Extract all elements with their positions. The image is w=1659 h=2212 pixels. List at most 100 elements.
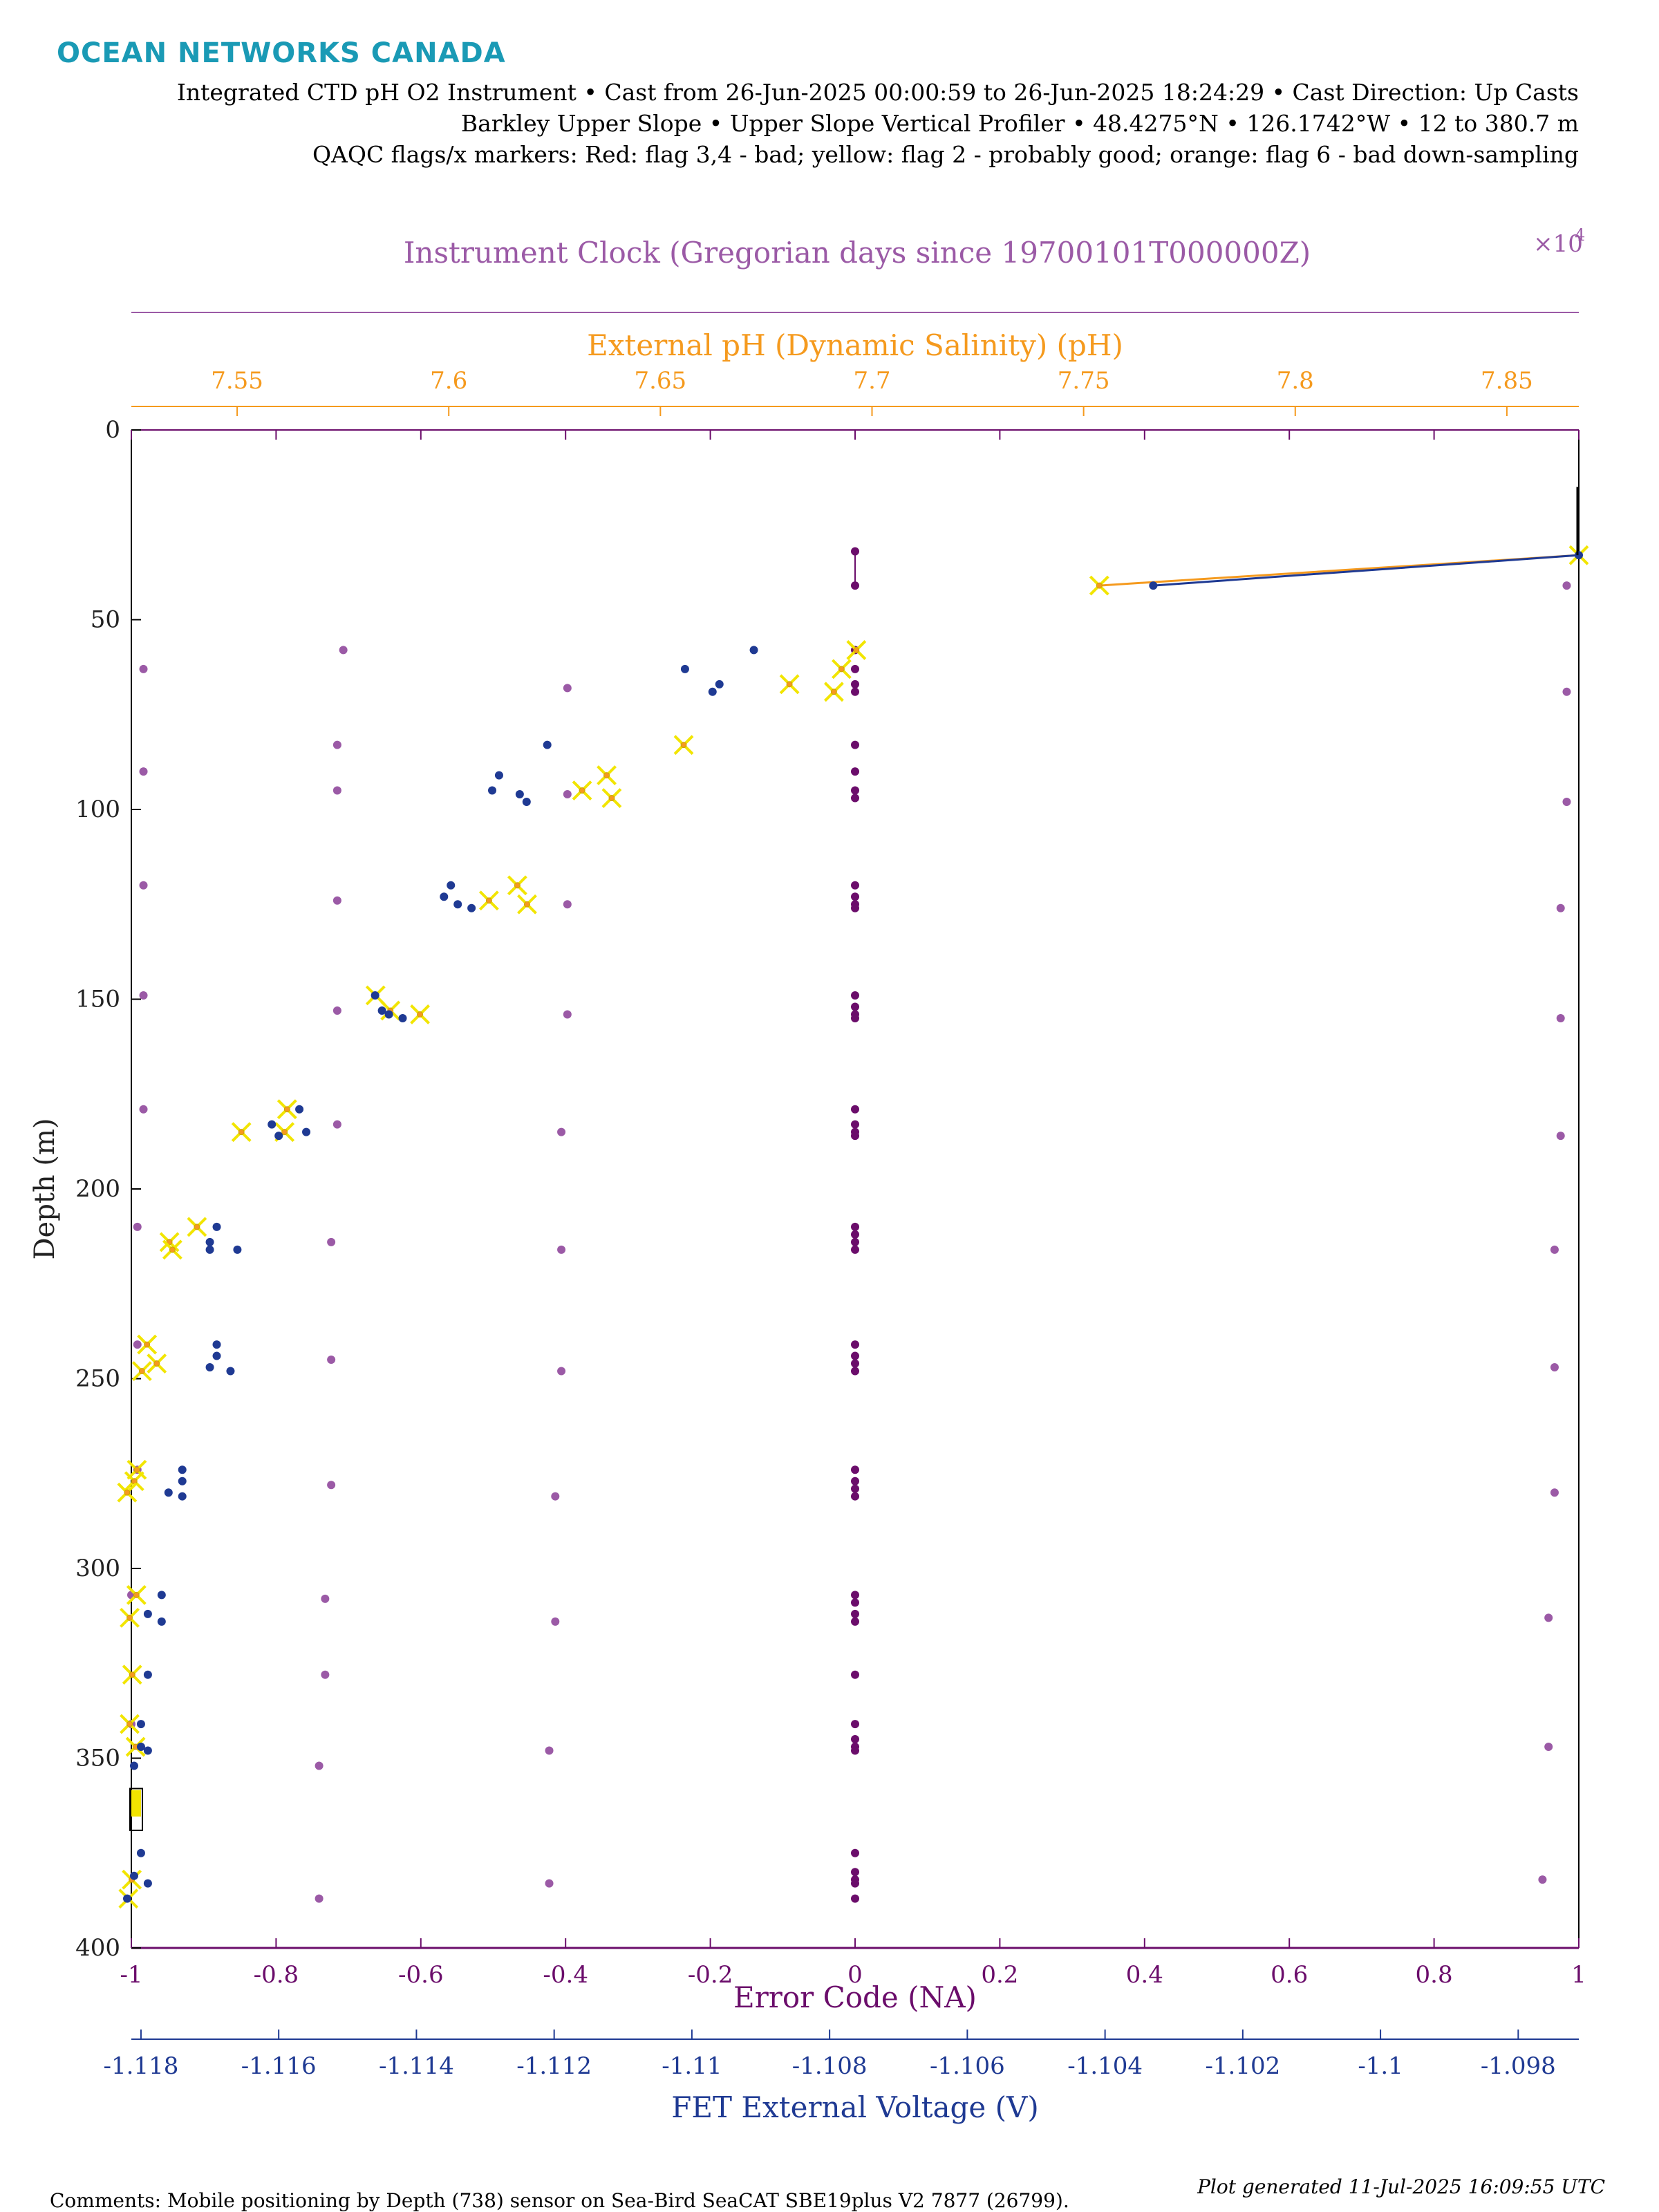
error-code-point	[851, 1477, 859, 1485]
clock-point	[332, 1120, 341, 1129]
clock-multiplier-exponent: 4	[1575, 225, 1585, 245]
ph-point	[603, 772, 610, 779]
fet-tick-label: -1.098	[1481, 2052, 1556, 2080]
error-code-point	[851, 892, 859, 901]
ph-tick-label: 7.55	[211, 367, 263, 395]
clock-point	[332, 740, 341, 749]
ph-flag2-marker	[276, 1099, 297, 1120]
ph-point	[579, 787, 585, 794]
ph-tick-label: 7.65	[634, 367, 686, 395]
ph-point	[838, 666, 845, 673]
ph-point	[133, 1591, 140, 1598]
ph-point	[126, 1614, 133, 1621]
clock-point	[1550, 1245, 1559, 1254]
ph-flag2-marker	[131, 1361, 152, 1381]
error-code-point	[851, 1105, 859, 1114]
error-code-point	[851, 1359, 859, 1368]
ph-flag2-marker	[601, 788, 622, 808]
error-code-point	[851, 1230, 859, 1239]
error-code-point	[851, 1465, 859, 1474]
clock-point	[1562, 581, 1571, 590]
error-tick-label: 0.8	[1416, 1961, 1453, 1989]
error-code-point	[851, 1720, 859, 1729]
ph-flag2-marker	[410, 1004, 430, 1024]
axes-layer: 0 50 100 150 200 250 300 350 400 Depth (m) -1 -0.8 -…	[29, 225, 1586, 2124]
clock-point	[139, 991, 148, 1000]
fet-point	[226, 1367, 235, 1376]
error-code-point	[851, 1492, 859, 1501]
fet-tick-label: -1.11	[662, 2052, 722, 2080]
clock-point	[1556, 1013, 1565, 1022]
error-code-point	[851, 687, 859, 696]
clock-point	[563, 1010, 572, 1019]
error-code-point	[851, 1120, 859, 1129]
fet-tick-label: -1.1	[1358, 2052, 1403, 2080]
footer-comments: Comments: Mobile positioning by Depth (7…	[50, 2189, 1069, 2212]
error-code-point	[851, 1735, 859, 1744]
error-tick-label: -1	[120, 1961, 142, 1989]
depth-tick-label: 350	[75, 1745, 120, 1772]
ph-point	[131, 1478, 138, 1485]
ph-point	[153, 1360, 160, 1367]
fet-point	[1575, 551, 1583, 560]
ph-axis-label: External pH (Dynamic Salinity) (pH)	[587, 328, 1123, 362]
fet-point	[377, 1006, 386, 1015]
ph-flag2-marker	[1089, 575, 1109, 596]
clock-point	[1544, 1743, 1553, 1752]
error-code-point	[851, 1222, 859, 1231]
fet-point	[398, 1013, 407, 1022]
clock-point	[551, 1492, 560, 1501]
fet-point	[494, 771, 503, 780]
ph-flag2-marker	[517, 894, 537, 915]
fet-line-segment	[1153, 554, 1580, 587]
depth-axis-label: Depth (m)	[29, 1118, 61, 1259]
fet-point	[136, 1743, 145, 1752]
depth-tick-label: 300	[75, 1555, 120, 1582]
clock-point	[321, 1594, 330, 1603]
fet-point	[157, 1591, 166, 1600]
clock-point	[315, 1894, 324, 1903]
error-code-point	[851, 1237, 859, 1246]
fet-tick-label: -1.114	[379, 2052, 454, 2080]
clock-point	[327, 1237, 336, 1246]
fet-point	[440, 892, 449, 901]
ph-point	[680, 742, 687, 749]
ph-point	[138, 1368, 145, 1375]
error-code-point	[851, 1002, 859, 1011]
clock-point	[557, 1127, 566, 1136]
footer-generated: Plot generated 11-Jul-2025 16:09:55 UTC	[1197, 2175, 1605, 2198]
ph-point	[124, 1489, 131, 1496]
fet-axis-label: FET External Voltage (V)	[671, 2090, 1039, 2124]
clock-point	[133, 1222, 142, 1231]
fet-point	[178, 1465, 187, 1474]
clock-multiplier: ×10	[1533, 230, 1583, 258]
clock-point	[321, 1670, 330, 1679]
error-tick-label: -0.8	[254, 1961, 299, 1989]
header-line-1: Integrated CTD pH O2 Instrument • Cast f…	[177, 79, 1579, 106]
error-code-point	[851, 1132, 859, 1141]
ph-point	[830, 688, 837, 695]
clock-point	[557, 1245, 566, 1254]
fet-point	[522, 798, 531, 807]
fet-point	[212, 1351, 221, 1360]
error-code-point	[851, 1591, 859, 1600]
fet-point	[205, 1245, 214, 1254]
clock-point	[1562, 798, 1571, 807]
clock-axis-label: Instrument Clock (Gregorian days since 1…	[404, 236, 1311, 270]
error-code-point	[851, 1670, 859, 1679]
clock-point	[339, 646, 348, 655]
ph-point	[417, 1011, 424, 1018]
clock-point	[545, 1746, 554, 1755]
clock-point	[139, 664, 148, 673]
fet-point	[467, 903, 476, 912]
fet-point	[164, 1488, 173, 1497]
fet-point	[129, 1761, 138, 1770]
clock-point	[133, 1340, 142, 1349]
ph-flag2-box-outline	[129, 1788, 143, 1831]
error-code-point	[851, 881, 859, 890]
ph-flag2-marker	[126, 1585, 147, 1605]
ph-point	[523, 901, 530, 908]
error-tick-label: 0.6	[1271, 1961, 1308, 1989]
clock-point	[563, 684, 572, 693]
error-axis-label: Error Code (NA)	[733, 1980, 977, 2014]
